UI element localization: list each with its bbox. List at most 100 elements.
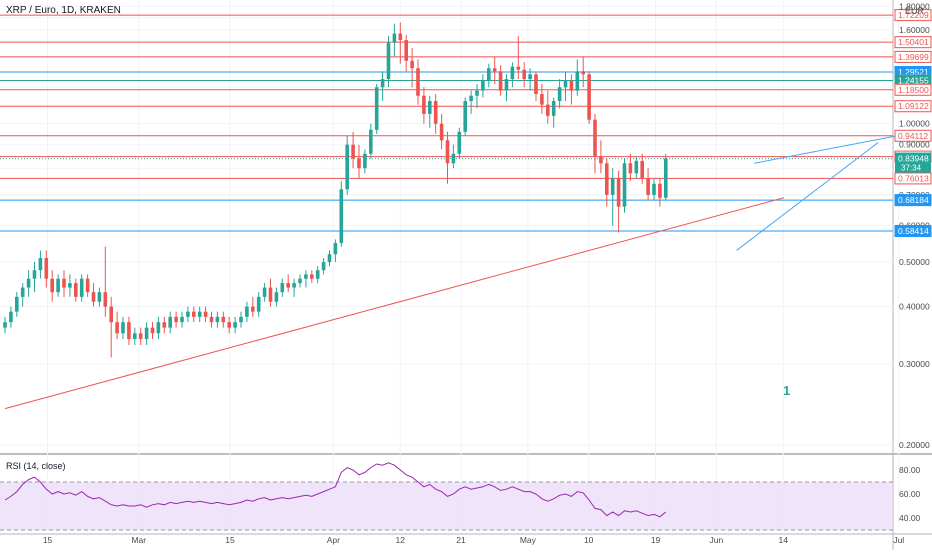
candle <box>233 316 237 334</box>
candle-body <box>156 322 161 334</box>
chart-title: XRP / Euro, 1D, KRAKEN <box>6 5 121 16</box>
candle <box>280 278 285 297</box>
candle <box>369 123 373 159</box>
candle <box>156 316 161 340</box>
candle-body <box>91 292 96 302</box>
candle-body <box>197 311 202 317</box>
price-level-label: 0.94112 <box>898 131 928 141</box>
candle <box>374 83 379 134</box>
candle-body <box>498 71 503 91</box>
candle <box>197 306 202 323</box>
rsi-tick-label: 40.00 <box>899 513 921 523</box>
candle-body <box>333 243 338 255</box>
candle-body <box>463 101 467 132</box>
candle <box>487 63 491 88</box>
candle-body <box>487 68 491 81</box>
candle <box>593 113 597 174</box>
candle <box>463 97 467 137</box>
candle <box>50 270 54 302</box>
candle-body <box>133 333 137 340</box>
candle-body <box>345 144 349 190</box>
candle <box>616 170 621 233</box>
price-tick-label: 0.20000 <box>899 440 930 450</box>
candle-body <box>646 178 650 195</box>
candle-body <box>121 322 125 334</box>
price-level-tag <box>894 100 932 113</box>
candle-body <box>422 95 426 114</box>
candle-body <box>9 311 13 323</box>
candle-body <box>451 153 456 164</box>
candle-body <box>74 283 78 297</box>
candle <box>97 287 102 307</box>
candle-body <box>380 79 385 88</box>
axis-layer: 0.200000.300000.400000.500000.600000.700… <box>43 1 930 545</box>
candle-body <box>439 123 444 141</box>
candle <box>144 322 149 346</box>
date-tick-label: 12 <box>395 535 405 545</box>
candle-body <box>404 40 408 61</box>
candle-body <box>510 66 515 80</box>
candle-body <box>209 316 214 323</box>
candle <box>3 316 7 334</box>
candle <box>498 65 503 96</box>
candle <box>274 287 279 307</box>
rsi-line <box>4 462 667 518</box>
indicator-label: RSI (14, close) <box>6 461 66 471</box>
candle-body <box>50 278 54 293</box>
candle-body <box>20 287 25 297</box>
candle-body <box>664 158 668 198</box>
candle <box>203 306 208 323</box>
candle <box>551 97 556 128</box>
candle <box>315 266 320 284</box>
candle <box>599 140 603 174</box>
candle <box>321 258 326 275</box>
candle-body <box>239 316 243 323</box>
candle <box>79 274 84 302</box>
candle-body <box>162 322 167 328</box>
candle <box>581 56 585 88</box>
candle-body <box>433 101 438 124</box>
price-level-label: 0.76013 <box>898 173 929 183</box>
date-tick-label: 15 <box>43 535 53 545</box>
price-level-tag <box>894 172 932 185</box>
last-price-tag <box>895 152 931 173</box>
candle-body <box>392 33 397 43</box>
candle-body <box>516 66 521 70</box>
date-tick-label: 10 <box>584 535 594 545</box>
candle <box>510 62 515 88</box>
candle-body <box>304 274 308 279</box>
candle <box>227 316 231 334</box>
candle-body <box>640 160 644 179</box>
candle-body <box>315 270 320 279</box>
candle-body <box>85 278 90 293</box>
candle-body <box>605 163 609 195</box>
candle <box>333 239 338 263</box>
candle <box>186 306 190 323</box>
date-tick-label: May <box>520 535 537 545</box>
candle <box>221 311 226 328</box>
candle <box>209 311 214 328</box>
candle-body <box>593 119 597 157</box>
candle-body <box>339 189 344 244</box>
candle-body <box>192 311 196 317</box>
candle-body <box>616 178 621 207</box>
date-tick-label: Jun <box>710 535 724 545</box>
candle <box>664 153 668 201</box>
candle <box>457 127 462 159</box>
candle-body <box>351 144 355 159</box>
candle-body <box>398 33 403 41</box>
candle-body <box>127 322 131 340</box>
candle-body <box>251 306 255 312</box>
price-level-label: 0.68184 <box>898 195 929 205</box>
price-levels-layer <box>0 14 893 232</box>
candle <box>605 158 609 207</box>
rsi-tick-label: 60.00 <box>899 489 921 499</box>
price-tick-label: 0.50000 <box>899 257 930 267</box>
candle-body <box>56 278 60 293</box>
candle-body <box>551 101 556 116</box>
date-tick-label: 15 <box>225 535 235 545</box>
candle <box>127 316 131 346</box>
candle <box>133 327 137 346</box>
candle <box>150 322 155 340</box>
